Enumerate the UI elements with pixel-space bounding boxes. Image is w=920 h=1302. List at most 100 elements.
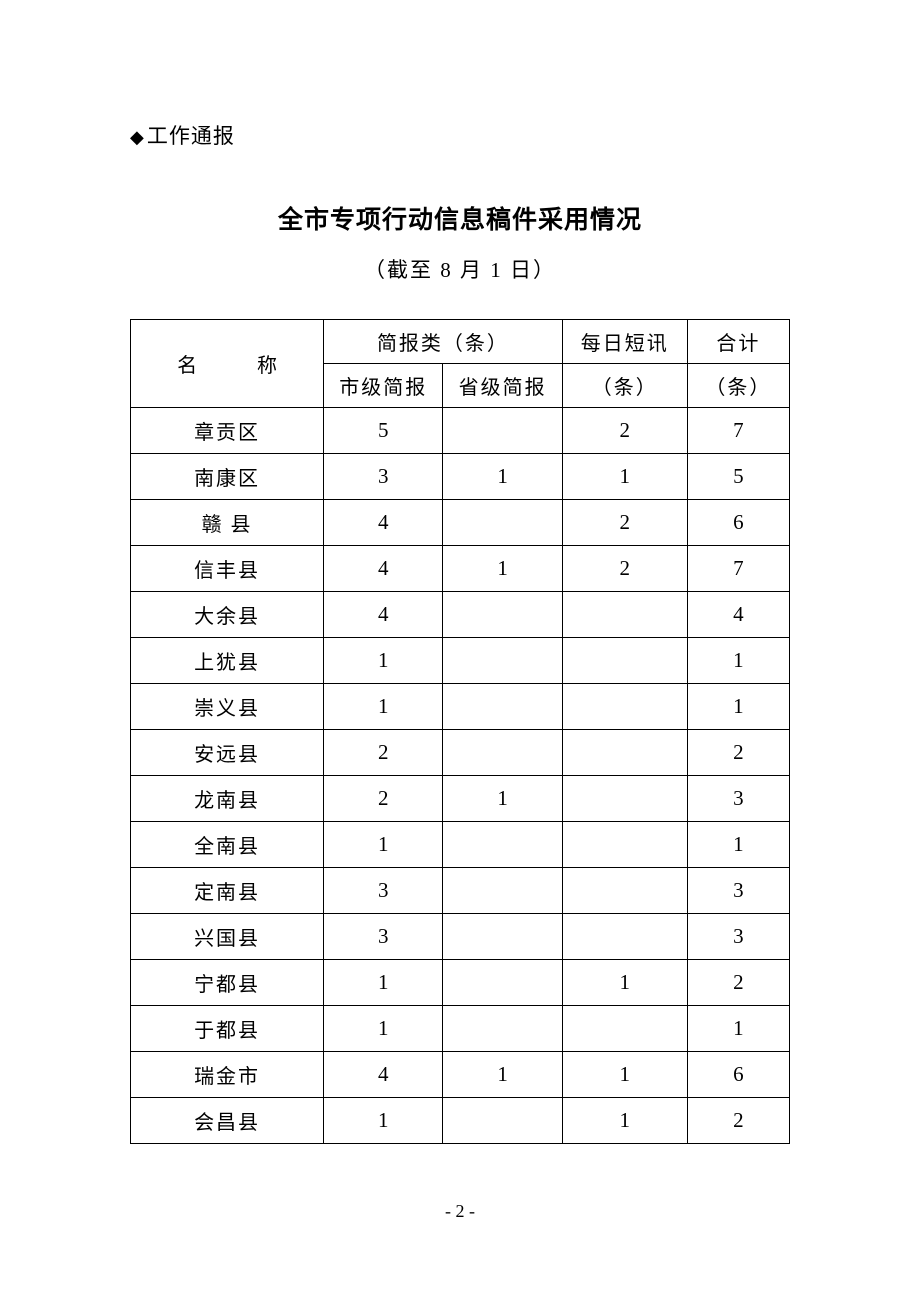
cell-daily [562, 684, 687, 730]
cell-name: 龙南县 [131, 776, 324, 822]
cell-daily: 1 [562, 454, 687, 500]
cell-name: 安远县 [131, 730, 324, 776]
table-header: 名 称 简报类（条） 每日短讯 合计 市级简报 省级简报 （条） （条） [131, 320, 790, 408]
cell-prov-bulletin [443, 960, 562, 1006]
cell-name: 于都县 [131, 1006, 324, 1052]
cell-city-bulletin: 4 [324, 592, 443, 638]
cell-prov-bulletin [443, 914, 562, 960]
cell-city-bulletin: 4 [324, 500, 443, 546]
cell-prov-bulletin [443, 730, 562, 776]
section-header: ◆工作通报 [130, 120, 790, 150]
cell-daily [562, 730, 687, 776]
cell-prov-bulletin [443, 638, 562, 684]
cell-prov-bulletin [443, 408, 562, 454]
cell-daily [562, 1006, 687, 1052]
data-table: 名 称 简报类（条） 每日短讯 合计 市级简报 省级简报 （条） （条） 章贡区… [130, 319, 790, 1144]
table-row: 崇义县11 [131, 684, 790, 730]
cell-city-bulletin: 3 [324, 454, 443, 500]
table-row: 安远县22 [131, 730, 790, 776]
cell-daily: 2 [562, 546, 687, 592]
cell-name: 兴国县 [131, 914, 324, 960]
cell-prov-bulletin: 1 [443, 1052, 562, 1098]
cell-total: 2 [687, 960, 789, 1006]
cell-name: 章贡区 [131, 408, 324, 454]
cell-prov-bulletin [443, 1098, 562, 1144]
table-row: 瑞金市4116 [131, 1052, 790, 1098]
cell-name: 崇义县 [131, 684, 324, 730]
cell-city-bulletin: 4 [324, 1052, 443, 1098]
cell-prov-bulletin: 1 [443, 776, 562, 822]
header-total: 合计 [687, 320, 789, 364]
cell-name: 大余县 [131, 592, 324, 638]
cell-prov-bulletin: 1 [443, 546, 562, 592]
cell-daily: 1 [562, 1052, 687, 1098]
table-row: 信丰县4127 [131, 546, 790, 592]
cell-total: 6 [687, 500, 789, 546]
header-total-unit: （条） [687, 364, 789, 408]
cell-prov-bulletin [443, 822, 562, 868]
cell-daily [562, 638, 687, 684]
cell-prov-bulletin [443, 592, 562, 638]
page-title: 全市专项行动信息稿件采用情况 [130, 200, 790, 236]
table-row: 龙南县213 [131, 776, 790, 822]
cell-daily [562, 776, 687, 822]
cell-total: 5 [687, 454, 789, 500]
cell-prov-bulletin [443, 500, 562, 546]
cell-daily: 2 [562, 408, 687, 454]
cell-city-bulletin: 1 [324, 1006, 443, 1052]
table-row: 会昌县112 [131, 1098, 790, 1144]
table-row: 全南县11 [131, 822, 790, 868]
cell-city-bulletin: 1 [324, 960, 443, 1006]
diamond-icon: ◆ [130, 127, 145, 147]
cell-name: 瑞金市 [131, 1052, 324, 1098]
cell-prov-bulletin [443, 868, 562, 914]
table-row: 章贡区5 27 [131, 408, 790, 454]
cell-name: 宁都县 [131, 960, 324, 1006]
cell-total: 1 [687, 638, 789, 684]
cell-prov-bulletin: 1 [443, 454, 562, 500]
table-row: 宁都县112 [131, 960, 790, 1006]
cell-name: 赣 县 [131, 500, 324, 546]
cell-city-bulletin: 5 [324, 408, 443, 454]
cell-city-bulletin: 1 [324, 684, 443, 730]
cell-total: 1 [687, 1006, 789, 1052]
cell-name: 定南县 [131, 868, 324, 914]
cell-daily: 1 [562, 1098, 687, 1144]
cell-city-bulletin: 1 [324, 1098, 443, 1144]
cell-daily [562, 592, 687, 638]
cell-city-bulletin: 4 [324, 546, 443, 592]
cell-name: 上犹县 [131, 638, 324, 684]
cell-city-bulletin: 3 [324, 868, 443, 914]
cell-prov-bulletin [443, 1006, 562, 1052]
header-city-bulletin: 市级简报 [324, 364, 443, 408]
header-row-1: 名 称 简报类（条） 每日短讯 合计 [131, 320, 790, 364]
cell-total: 7 [687, 408, 789, 454]
header-daily: 每日短讯 [562, 320, 687, 364]
cell-total: 4 [687, 592, 789, 638]
header-name: 名 称 [131, 320, 324, 408]
page-subtitle: （截至 8 月 1 日） [130, 254, 790, 284]
table-row: 定南县33 [131, 868, 790, 914]
cell-total: 7 [687, 546, 789, 592]
cell-total: 2 [687, 730, 789, 776]
header-bulletin-group: 简报类（条） [324, 320, 563, 364]
header-daily-unit: （条） [562, 364, 687, 408]
table-body: 章贡区527南康区3115赣 县426信丰县4127大余县44上犹县11崇义县1… [131, 408, 790, 1144]
table-row: 兴国县33 [131, 914, 790, 960]
cell-total: 6 [687, 1052, 789, 1098]
cell-name: 会昌县 [131, 1098, 324, 1144]
page-number: - 2 - [0, 1201, 920, 1222]
cell-total: 3 [687, 914, 789, 960]
cell-total: 1 [687, 684, 789, 730]
table-row: 赣 县426 [131, 500, 790, 546]
cell-daily [562, 868, 687, 914]
cell-city-bulletin: 3 [324, 914, 443, 960]
table-row: 大余县44 [131, 592, 790, 638]
cell-total: 2 [687, 1098, 789, 1144]
cell-total: 1 [687, 822, 789, 868]
header-prov-bulletin: 省级简报 [443, 364, 562, 408]
cell-city-bulletin: 1 [324, 638, 443, 684]
table-row: 南康区3115 [131, 454, 790, 500]
table-row: 上犹县11 [131, 638, 790, 684]
cell-name: 信丰县 [131, 546, 324, 592]
